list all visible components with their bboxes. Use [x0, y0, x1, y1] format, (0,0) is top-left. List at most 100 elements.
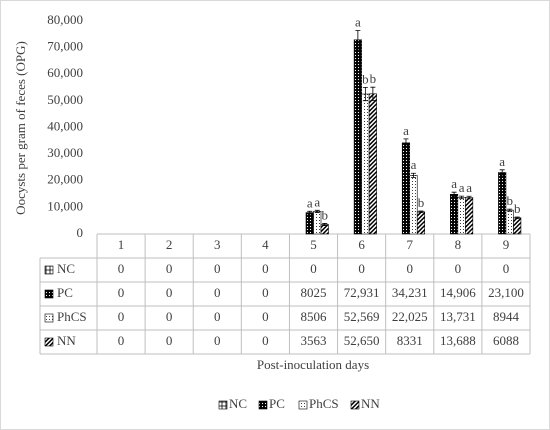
error-bar [403, 138, 409, 148]
y-tick-label: 20,000 [47, 172, 83, 187]
bar [353, 39, 362, 235]
table-value: 0 [262, 261, 269, 276]
significance-letter: a [403, 123, 409, 138]
table-value: 34,231 [392, 285, 428, 300]
row-label: NC [57, 261, 75, 276]
table-value: 0 [262, 309, 269, 324]
significance-letter: a [314, 194, 320, 209]
table-value: 0 [455, 261, 462, 276]
table-value: 52,650 [344, 333, 380, 348]
error-bar [370, 86, 376, 101]
table-value: 0 [166, 309, 173, 324]
significance-letter: a [355, 14, 361, 29]
error-bar [322, 223, 328, 226]
significance-letter: b [418, 195, 425, 210]
x-tick-label: 7 [406, 237, 413, 252]
table-value: 0 [214, 261, 221, 276]
error-bar [451, 191, 457, 197]
table-value: 0 [118, 333, 125, 348]
error-bar [307, 210, 313, 215]
row-swatch [44, 313, 54, 323]
table-value: 0 [310, 261, 317, 276]
bar [416, 211, 426, 235]
table-value: 13,731 [440, 309, 476, 324]
error-bar [355, 30, 361, 50]
bar [505, 209, 514, 235]
error-bar [418, 210, 424, 214]
significance-letter: b [362, 71, 369, 86]
y-tick-label: 80,000 [47, 12, 83, 27]
row-swatch [44, 265, 54, 275]
y-tick-label: 40,000 [47, 118, 83, 133]
error-bar [499, 169, 505, 176]
y-axis-label: Oocysts per gram of feces (OPG) [13, 41, 28, 215]
legend-label: NN [361, 396, 380, 411]
significance-letter: b [370, 71, 377, 86]
row-swatch [44, 289, 54, 299]
x-tick-label: 5 [310, 237, 317, 252]
bar [513, 217, 522, 235]
table-value: 0 [166, 333, 173, 348]
legend-swatch [218, 400, 228, 410]
table-value: 8025 [301, 285, 327, 300]
bar [361, 93, 370, 235]
significance-letter: b [322, 207, 329, 222]
y-tick-label: 30,000 [47, 145, 83, 160]
table-value: 0 [358, 261, 365, 276]
x-tick-label: 2 [166, 237, 173, 252]
table-value: 0 [166, 285, 173, 300]
table-value: 22,025 [392, 309, 428, 324]
y-tick-label: 60,000 [47, 65, 83, 80]
y-tick-label: 50,000 [47, 92, 83, 107]
x-axis-label: Post-inoculation days [257, 357, 369, 372]
bar [457, 197, 466, 235]
row-swatch [44, 337, 54, 347]
error-bar [459, 195, 465, 200]
table-value: 0 [214, 333, 221, 348]
table-value: 14,906 [440, 285, 476, 300]
row-label: NN [57, 333, 76, 348]
table-value: 8331 [397, 333, 423, 348]
x-tick-label: 8 [455, 237, 462, 252]
table-value: 52,569 [344, 309, 380, 324]
table-value: 0 [118, 261, 125, 276]
bar [313, 211, 322, 235]
bar [305, 212, 314, 235]
table-value: 0 [118, 285, 125, 300]
table-value: 0 [262, 285, 269, 300]
table-value: 8506 [301, 309, 328, 324]
table-value: 0 [166, 261, 173, 276]
x-tick-label: 6 [358, 237, 365, 252]
row-label: PhCS [57, 309, 87, 324]
table-value: 0 [262, 333, 269, 348]
error-bar [514, 216, 520, 219]
x-tick-label: 1 [118, 237, 125, 252]
error-bar [410, 172, 416, 178]
significance-letter: a [307, 195, 313, 210]
table-value: 0 [214, 285, 221, 300]
x-tick-label: 4 [262, 237, 269, 252]
legend-label: PC [269, 396, 285, 411]
table-value: 6088 [493, 333, 519, 348]
error-bar [362, 86, 368, 102]
y-tick-label: 70,000 [47, 39, 83, 54]
table-value: 0 [503, 261, 510, 276]
significance-letter: b [514, 201, 521, 216]
table-value: 0 [118, 309, 125, 324]
bar [498, 172, 507, 235]
table-value: 3563 [301, 333, 327, 348]
legend-label: NC [229, 396, 247, 411]
bar [401, 142, 411, 235]
y-tick-label: 10,000 [47, 198, 83, 213]
table-value: 72,931 [344, 285, 380, 300]
significance-letter: a [466, 180, 472, 195]
x-tick-label: 3 [214, 237, 221, 252]
row-label: PC [57, 285, 73, 300]
legend-label: PhCS [309, 396, 339, 411]
legend-swatch [298, 400, 308, 410]
bar [409, 175, 418, 235]
bar [368, 93, 377, 235]
significance-letter: a [451, 176, 457, 191]
x-tick-label: 9 [503, 237, 510, 252]
